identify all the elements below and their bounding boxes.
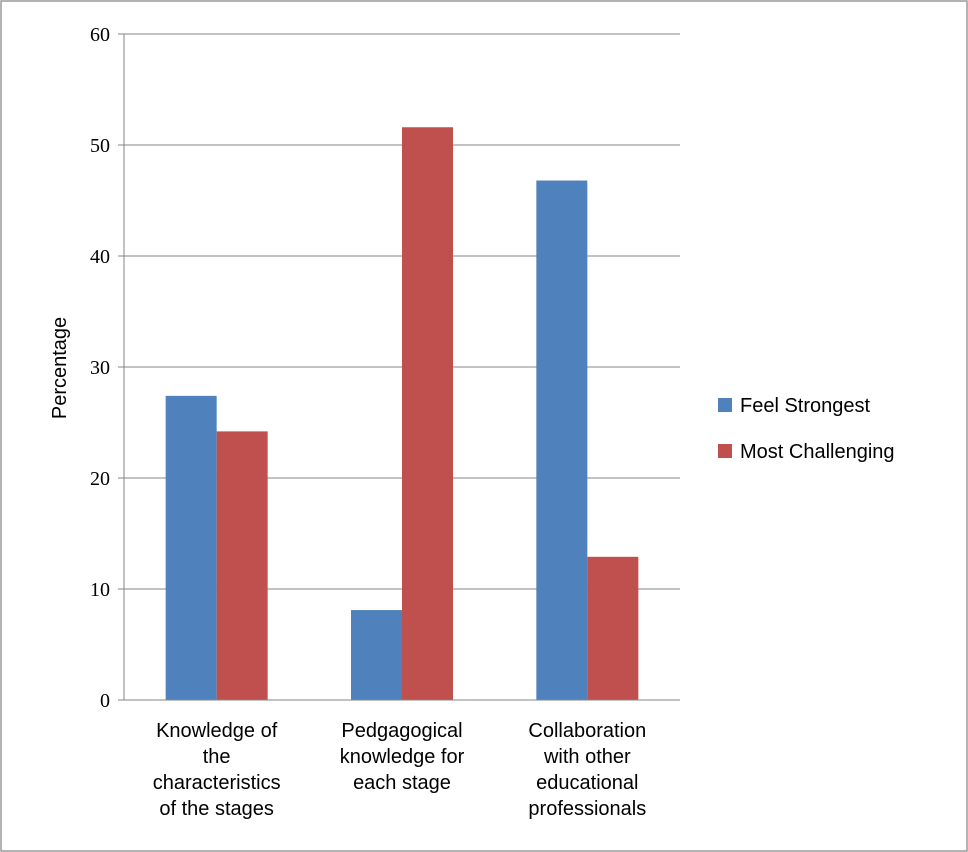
bar-feel-strongest [165, 395, 217, 700]
y-tick-label: 30 [90, 357, 110, 379]
bar-most-challenging [216, 431, 268, 700]
y-tick-label: 50 [90, 135, 110, 157]
y-axis-label: Percentage [49, 317, 71, 419]
axes: 0 10 20 30 40 50 60 Knowledge of the characterist… [90, 24, 680, 820]
x-tick-label: Knowledge of the characteristics of the sta… [153, 720, 281, 820]
y-tick-label: 60 [90, 24, 110, 46]
bar-most-challenging [402, 127, 453, 701]
x-tick-label: Pedgagogical knowledge for each stage [340, 720, 465, 794]
bar-feel-strongest [536, 180, 588, 700]
y-tick-label: 40 [90, 246, 110, 268]
legend-swatch [718, 444, 732, 458]
legend-swatch [718, 398, 732, 412]
legend-label: Feel Strongest [740, 395, 871, 417]
bar-most-challenging [587, 556, 639, 700]
bar-feel-strongest [351, 610, 402, 700]
y-tick-label: 0 [100, 690, 110, 712]
x-tick-label: Collaboration with other educational profes… [528, 720, 646, 820]
y-tick-label: 20 [90, 468, 110, 490]
legend: Feel Strongest Most Challenging [718, 395, 895, 463]
bars [165, 127, 639, 701]
legend-label: Most Challenging [740, 441, 895, 463]
y-tick-label: 10 [90, 579, 110, 601]
